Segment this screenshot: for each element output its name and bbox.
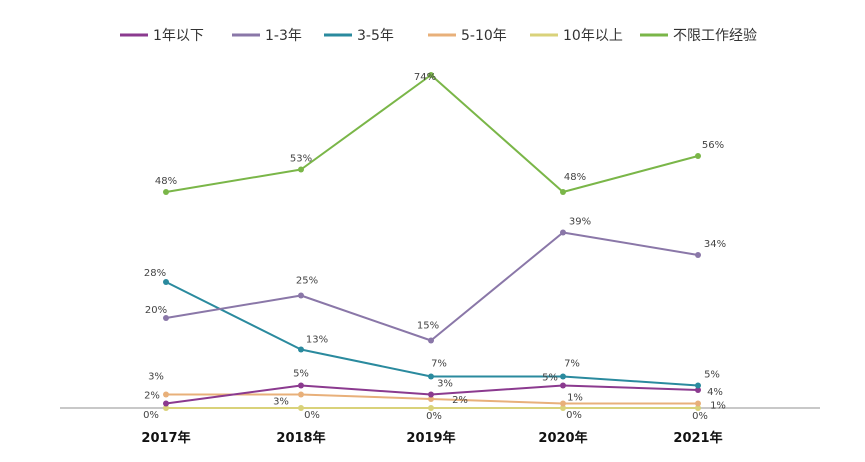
data-point xyxy=(695,252,701,258)
data-label: 7% xyxy=(564,359,580,370)
data-point xyxy=(298,382,304,389)
data-point xyxy=(163,315,169,321)
data-label: 0% xyxy=(566,410,582,421)
legend-label-6: 不限工作经验 xyxy=(673,28,757,44)
data-label: 20% xyxy=(145,305,167,316)
data-label: 74% xyxy=(414,72,436,83)
data-label: 3% xyxy=(273,397,289,408)
data-label: 5% xyxy=(704,370,720,381)
chart-legend: 1年以下 1-3年 3-5年 5-10年 10年以上 不限工作经验 xyxy=(120,28,757,44)
data-point xyxy=(428,337,434,344)
data-point xyxy=(163,391,169,398)
data-label: 2% xyxy=(452,395,468,406)
legend-label-1: 1年以下 xyxy=(153,28,204,44)
data-point xyxy=(695,387,701,393)
data-label: 1% xyxy=(567,393,583,404)
data-point xyxy=(298,166,304,173)
data-label: 0% xyxy=(692,411,708,422)
data-label: 4% xyxy=(707,387,723,398)
data-label: 25% xyxy=(296,276,318,287)
legend-label-3: 3-5年 xyxy=(357,28,394,44)
data-label: 3% xyxy=(437,379,453,390)
data-label: 53% xyxy=(290,154,312,165)
data-point xyxy=(560,373,566,380)
data-label: 1% xyxy=(710,401,726,412)
series-layer xyxy=(163,72,701,411)
data-point xyxy=(163,279,169,285)
data-label: 15% xyxy=(417,321,439,332)
data-point xyxy=(695,400,701,407)
series-line-3 xyxy=(165,281,699,387)
data-label: 7% xyxy=(431,359,447,370)
data-point xyxy=(695,382,701,389)
data-point xyxy=(298,391,304,398)
data-point xyxy=(428,391,434,398)
data-label: 48% xyxy=(564,172,586,183)
data-point xyxy=(163,405,169,411)
data-point xyxy=(695,153,701,159)
data-label: 13% xyxy=(306,335,328,346)
data-label: 0% xyxy=(143,410,159,421)
data-label-layer: 2% 5% 3% 5% 4% 20% 25% 15% 39% 34% 28% 13% 7% 7% 5% 3% 3… xyxy=(143,72,726,422)
data-point xyxy=(560,405,566,411)
data-point xyxy=(298,346,304,353)
x-tick-label: 2020年 xyxy=(538,430,587,446)
data-label: 34% xyxy=(704,239,726,250)
x-axis-ticks: 2017年 2018年 2019年 2020年 2021年 xyxy=(141,430,722,446)
legend-label-4: 5-10年 xyxy=(461,28,507,44)
x-tick-label: 2017年 xyxy=(141,430,190,446)
data-point xyxy=(298,405,304,411)
x-tick-label: 2019年 xyxy=(406,430,455,446)
data-label: 0% xyxy=(304,410,320,421)
data-label: 5% xyxy=(542,373,558,384)
data-label: 3% xyxy=(148,372,164,383)
series-line-6 xyxy=(165,74,699,193)
data-point xyxy=(163,189,169,195)
data-point xyxy=(298,292,304,299)
x-tick-label: 2021年 xyxy=(673,430,722,446)
data-point xyxy=(560,400,566,407)
data-point xyxy=(163,400,169,407)
data-label: 39% xyxy=(569,217,591,228)
data-label: 28% xyxy=(144,268,166,279)
data-label: 0% xyxy=(426,411,442,422)
data-point xyxy=(695,405,701,411)
data-point xyxy=(428,405,434,411)
data-label: 5% xyxy=(293,369,309,380)
data-point xyxy=(428,396,434,402)
legend-label-2: 1-3年 xyxy=(265,28,302,44)
x-tick-label: 2018年 xyxy=(276,430,325,446)
data-point xyxy=(560,382,566,389)
data-label: 48% xyxy=(155,176,177,187)
legend-label-5: 10年以上 xyxy=(563,28,623,44)
data-point xyxy=(428,72,434,78)
data-point xyxy=(560,189,566,195)
data-label: 56% xyxy=(702,140,724,151)
data-point xyxy=(560,229,566,236)
data-label: 2% xyxy=(144,391,160,402)
data-point xyxy=(428,373,434,380)
